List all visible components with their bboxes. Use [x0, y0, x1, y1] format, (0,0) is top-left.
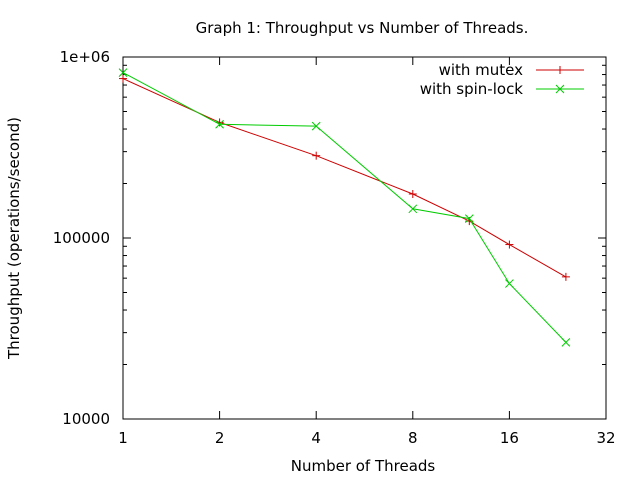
x-tick-label: 16 — [500, 429, 519, 447]
x-tick-label: 2 — [215, 429, 225, 447]
y-axis-label: Throughput (operations/second) — [5, 117, 23, 360]
data-point — [215, 119, 224, 129]
chart-title: Graph 1: Throughput vs Number of Threads… — [196, 19, 529, 37]
x-tick-label: 8 — [408, 429, 418, 447]
x-axis-ticks: 1 2 4 8 16 32 — [118, 57, 616, 447]
series-spin-lock — [118, 68, 571, 347]
data-point — [311, 121, 321, 131]
data-point — [119, 74, 127, 83]
series-layer — [118, 68, 571, 347]
data-point — [464, 214, 474, 223]
x-axis-label: Number of Threads — [291, 457, 436, 475]
x-tick-label: 4 — [311, 429, 321, 447]
series-mutex — [119, 74, 570, 281]
data-point — [408, 204, 418, 214]
legend-marker — [555, 84, 565, 94]
data-point — [505, 279, 514, 288]
data-point — [561, 272, 570, 281]
data-point — [118, 68, 128, 77]
series-line — [122, 72, 567, 343]
y-tick-label: 100000 — [53, 229, 110, 247]
legend-marker — [556, 66, 564, 74]
legend-label: with mutex — [439, 61, 524, 79]
y-tick-label: 1e+06 — [60, 48, 110, 66]
x-tick-label: 32 — [596, 429, 615, 447]
data-point — [505, 240, 514, 249]
y-tick-label: 10000 — [62, 410, 110, 428]
x-tick-label: 1 — [118, 429, 128, 447]
data-point — [312, 151, 321, 160]
legend-label: with spin-lock — [420, 80, 524, 98]
y-axis-ticks: 10000 100000 1e+06 — [53, 48, 606, 428]
data-point — [561, 338, 571, 347]
data-point — [408, 190, 417, 199]
